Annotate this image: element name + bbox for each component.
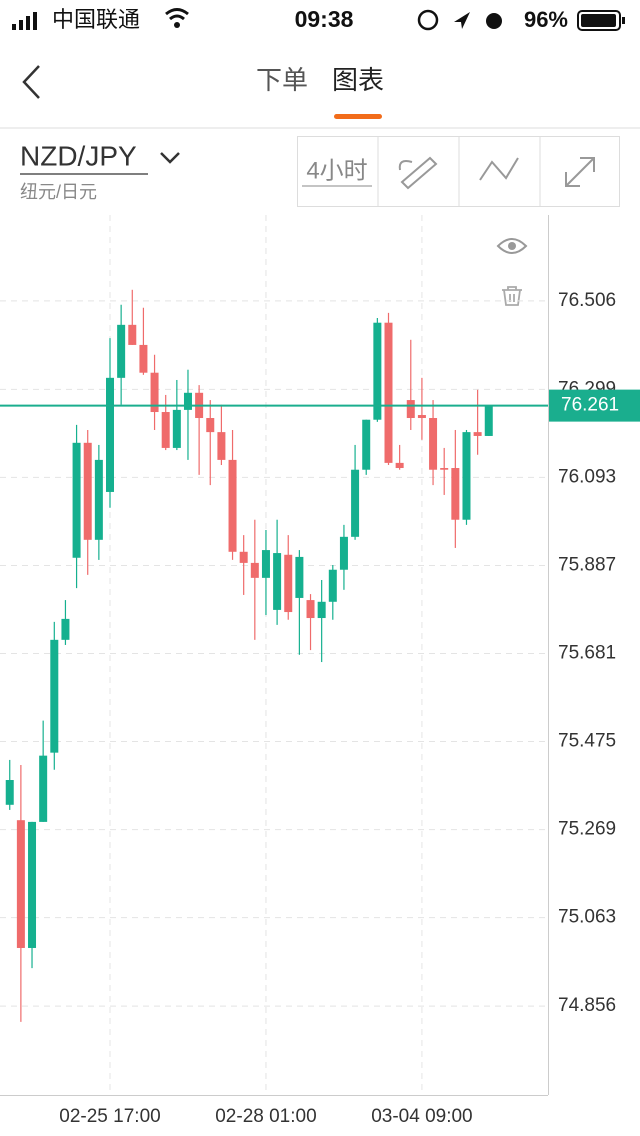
y-tick-label: 75.269 (558, 819, 616, 840)
battery-tip (622, 17, 625, 24)
status-bar: 中国联通 09:38 96% (12, 6, 625, 32)
candle-body (28, 821, 37, 948)
candle-body (351, 469, 360, 537)
candle-body (172, 409, 181, 448)
last-price-label: 76.261 (561, 395, 619, 416)
eye-icon[interactable] (496, 238, 528, 254)
candle-body (5, 780, 14, 805)
candle-body (440, 468, 449, 470)
tab[interactable]: 下单 (256, 65, 308, 95)
candle-body (295, 556, 304, 598)
candle-body (16, 820, 25, 948)
candle-body (39, 755, 48, 822)
candle-body (250, 562, 259, 578)
tab-active[interactable]: 图表 (332, 65, 384, 95)
candle-body (306, 600, 315, 619)
candle-body (317, 601, 326, 619)
candle-body (462, 432, 471, 520)
candle-body (150, 372, 159, 413)
toolbar-box (297, 136, 620, 207)
alarm-icon (486, 13, 502, 29)
candle-body (128, 324, 137, 345)
candle-body (183, 392, 192, 410)
x-tick-label: 02-25 17:00 (59, 1106, 160, 1127)
candle-body (217, 432, 226, 460)
candle-body (362, 419, 371, 470)
signal (33, 12, 37, 30)
candle-body (417, 415, 426, 419)
wifi (174, 22, 180, 28)
battery (577, 10, 621, 31)
x-tick-label: 03-04 09:00 (371, 1106, 472, 1127)
candle-body (161, 412, 170, 448)
y-tick-label: 75.063 (558, 907, 616, 928)
lock-icon (417, 9, 439, 31)
candle-body (50, 639, 59, 753)
y-tick-label: 75.681 (558, 643, 616, 664)
back-button[interactable] (22, 65, 40, 99)
draw-tool[interactable] (398, 156, 438, 190)
candle-body (484, 405, 493, 436)
candle-body (139, 344, 148, 373)
y-tick-label: 76.506 (558, 290, 616, 311)
candle-body (473, 432, 482, 436)
clock: 09:38 (295, 6, 354, 32)
symbol-subtitle: 纽元/日元 (20, 182, 97, 202)
candle-body (94, 459, 103, 540)
candle-body (339, 536, 348, 570)
candle-body (117, 324, 126, 378)
candle-body (395, 462, 404, 469)
battery-level: 96% (524, 7, 568, 32)
battery-fill (581, 14, 616, 27)
y-tick-label: 75.475 (558, 731, 616, 752)
signal (26, 16, 30, 30)
candle-body (273, 553, 282, 610)
y-tick-label: 76.093 (558, 466, 616, 487)
candle-body (373, 322, 382, 420)
candle-body (228, 459, 237, 552)
timeframe[interactable]: 4小时 (306, 157, 367, 184)
dropdown-caret[interactable] (160, 152, 180, 164)
candle-body (261, 550, 270, 578)
candle-body (106, 377, 114, 492)
delete-icon[interactable] (502, 286, 522, 306)
candle-body (328, 569, 337, 602)
tab-indicator (334, 114, 382, 119)
candle-body (61, 618, 70, 640)
candle-body (429, 418, 438, 470)
signal (19, 20, 23, 30)
candle-body (83, 442, 92, 540)
indicator-tool[interactable] (479, 157, 519, 181)
carrier: 中国联通 (52, 7, 140, 32)
y-tick-label: 75.887 (558, 554, 616, 575)
fullscreen[interactable] (565, 157, 595, 187)
x-tick-label: 02-28 01:00 (215, 1106, 316, 1127)
symbol[interactable]: NZD/JPY (20, 140, 137, 171)
candle-body (206, 418, 215, 433)
y-tick-label: 74.856 (558, 995, 616, 1016)
candle-body (406, 400, 415, 419)
eye-icon[interactable] (508, 242, 516, 250)
eye-icon[interactable] (496, 238, 528, 254)
last-price-tag (549, 389, 640, 422)
candle-body (451, 468, 460, 520)
signal (12, 24, 16, 30)
candle-body (239, 551, 248, 563)
candle-body (384, 322, 393, 463)
candle-body (284, 554, 293, 613)
candle-body (72, 442, 81, 558)
wifi (165, 8, 189, 21)
toolbar: 4小时 (297, 136, 620, 207)
location-icon (454, 12, 470, 29)
